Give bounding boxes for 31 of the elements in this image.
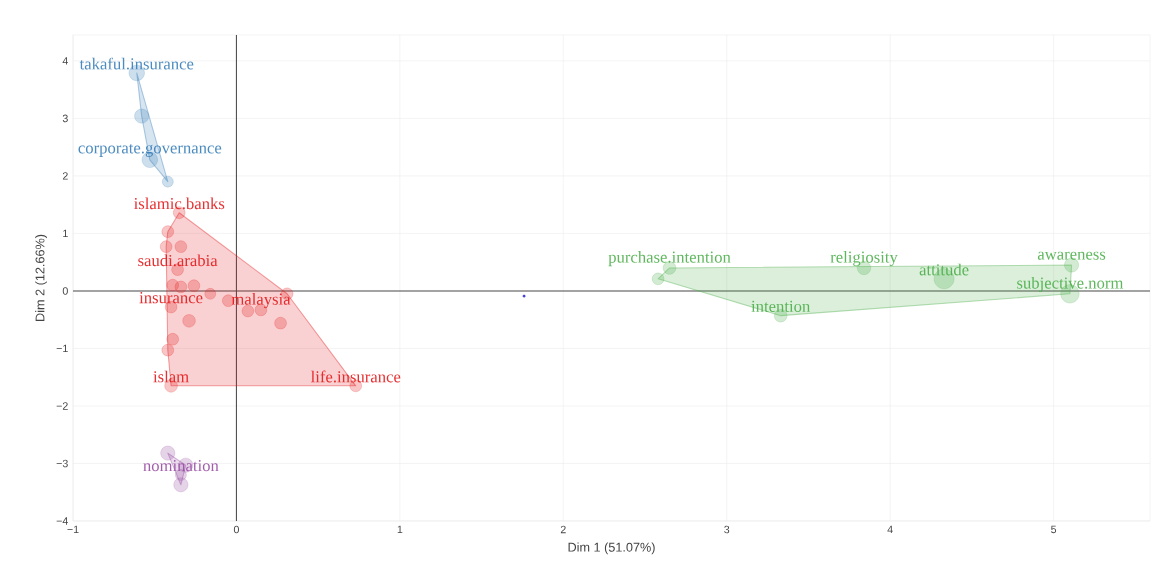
annotation: purchase.intention (608, 251, 731, 267)
annotation: islam (153, 370, 189, 383)
annotation: corporate.governance (78, 143, 222, 157)
x-tick-label: 4 (887, 525, 893, 534)
y-tick-label: 1 (63, 229, 68, 238)
y-tick-label: −2 (56, 402, 68, 410)
annotation: intention (751, 300, 811, 312)
y-tick-label: 0 (62, 287, 68, 295)
y-tick-label: 3 (62, 114, 68, 123)
x-tick-label: 0 (233, 525, 239, 534)
annotation: subjective.norm (1017, 276, 1124, 293)
annotation: saudi.arabia (138, 254, 218, 267)
x-tick-label: 3 (724, 525, 730, 534)
y-tick-label: 4 (62, 57, 68, 65)
annotation: islamic.banks (134, 197, 225, 210)
annotation: attitude (919, 263, 969, 276)
x-tick-label: 1 (397, 525, 403, 534)
y-tick-label: −3 (56, 459, 68, 468)
y-tick-label: −1 (56, 344, 68, 353)
annotation: takaful.insurance (79, 57, 194, 70)
annotation: insurance (139, 292, 203, 304)
x-tick-label: 5 (1051, 525, 1057, 534)
annotation: awareness (1037, 251, 1106, 260)
annotation: religiosity (830, 251, 898, 267)
y-tick-label: −4 (56, 517, 68, 525)
annotation: life.insurance (310, 370, 401, 383)
annotation: nomination (143, 460, 219, 472)
x-axis-title: Dim 1 (51.07%) (568, 542, 655, 555)
y-tick-label: 2 (62, 172, 68, 180)
y-axis-title: Dim 2 (12.66%) (35, 234, 47, 321)
x-tick-label: 2 (560, 525, 566, 534)
